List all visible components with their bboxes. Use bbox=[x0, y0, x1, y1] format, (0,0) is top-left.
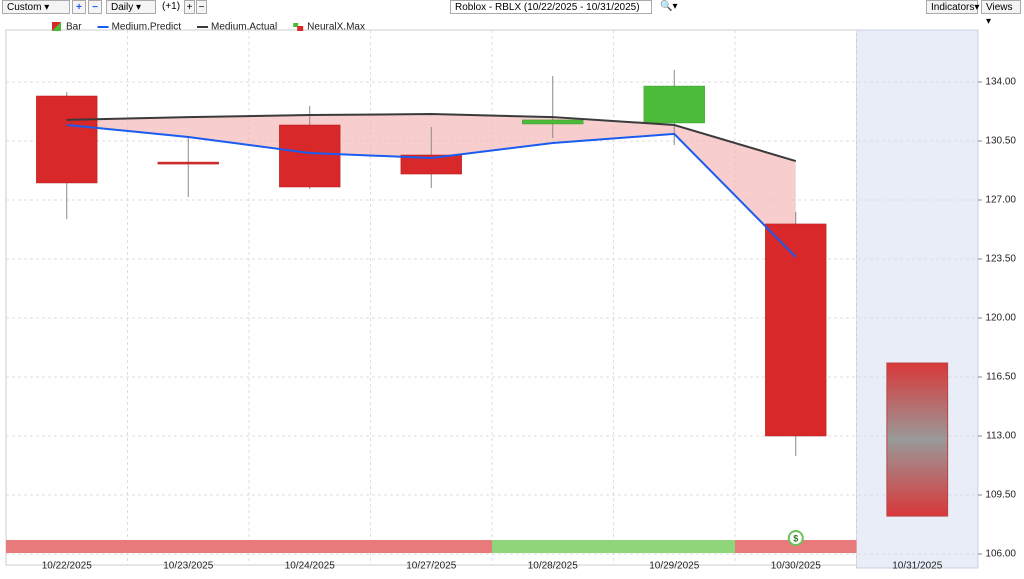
candle-body bbox=[36, 95, 98, 184]
range-dropdown[interactable]: Custom ▾ bbox=[2, 0, 70, 14]
legend-label: NeuralX.Max bbox=[307, 22, 365, 33]
y-tick-label: 123.50 bbox=[985, 254, 1016, 265]
candle-body bbox=[400, 154, 462, 175]
signal-band bbox=[249, 540, 371, 553]
legend-label: Medium.Predict bbox=[112, 22, 182, 33]
candle-body bbox=[643, 85, 705, 124]
symbol-title[interactable]: Roblox - RBLX (10/22/2025 - 10/31/2025) bbox=[450, 0, 652, 14]
y-tick-label: 134.00 bbox=[985, 77, 1016, 88]
legend-swatch bbox=[52, 22, 61, 31]
signal-marker bbox=[789, 532, 802, 544]
toolbar: Custom ▾ + − Daily ▾ (+1) + − Roblox - R… bbox=[0, 0, 1024, 27]
x-tick-label: 10/31/2025 bbox=[892, 561, 942, 572]
y-tick-label: 116.50 bbox=[986, 372, 1016, 383]
x-tick-label: 10/22/2025 bbox=[42, 561, 92, 572]
x-tick-label: 10/28/2025 bbox=[528, 561, 578, 572]
views-button[interactable]: Views ▾ bbox=[981, 0, 1021, 27]
signal-band bbox=[127, 540, 249, 553]
x-tick-label: 10/23/2025 bbox=[163, 561, 213, 572]
period-text: Daily bbox=[111, 2, 134, 13]
signal-band bbox=[370, 540, 492, 553]
legend-swatch bbox=[293, 23, 299, 27]
legend-label: Bar bbox=[66, 22, 82, 33]
line-series bbox=[66, 113, 797, 163]
candle-body bbox=[522, 119, 584, 125]
zoom-in[interactable]: + bbox=[72, 0, 86, 14]
indicators-text: Indicators bbox=[931, 2, 975, 13]
x-tick-label: 10/27/2025 bbox=[406, 561, 456, 572]
forecast-range bbox=[886, 362, 949, 517]
x-tick-label: 10/29/2025 bbox=[649, 561, 699, 572]
range-text: Custom bbox=[7, 2, 42, 13]
line-series bbox=[66, 123, 797, 258]
signal-band bbox=[613, 540, 735, 553]
y-tick-label: 109.50 bbox=[985, 490, 1016, 501]
indicators-button[interactable]: Indicators▾ bbox=[926, 0, 979, 14]
candle-body bbox=[157, 161, 219, 165]
legend-swatch bbox=[297, 26, 304, 31]
signal-band bbox=[6, 540, 128, 553]
legend-label: Medium.Actual bbox=[211, 22, 277, 33]
y-tick-label: 130.50 bbox=[985, 136, 1016, 147]
signal-band bbox=[735, 540, 857, 553]
x-tick-label: 10/30/2025 bbox=[771, 561, 821, 572]
search-button[interactable]: 🔍▾ bbox=[660, 1, 678, 12]
signal-band bbox=[492, 540, 614, 553]
y-tick-label: 106.00 bbox=[985, 549, 1016, 560]
offset-minus[interactable]: − bbox=[196, 0, 207, 14]
y-tick-label: 127.00 bbox=[985, 195, 1016, 206]
offset-plus[interactable]: + bbox=[184, 0, 195, 14]
zoom-out[interactable]: − bbox=[88, 0, 102, 14]
offset-text: (+1) bbox=[162, 1, 181, 12]
period-dropdown[interactable]: Daily ▾ bbox=[106, 0, 156, 14]
chart: 106.00 109.50 113.00 116.50 120.00 123.50 127.… bbox=[5, 22, 1016, 572]
y-tick-label: 120.00 bbox=[985, 313, 1016, 324]
y-tick-label: 113.00 bbox=[986, 431, 1016, 442]
x-tick-label: 10/24/2025 bbox=[285, 561, 335, 572]
views-text: Views bbox=[986, 2, 1013, 13]
candle-body bbox=[279, 124, 341, 188]
signal-marker-text: $ bbox=[793, 533, 798, 543]
candle-body bbox=[765, 223, 827, 437]
